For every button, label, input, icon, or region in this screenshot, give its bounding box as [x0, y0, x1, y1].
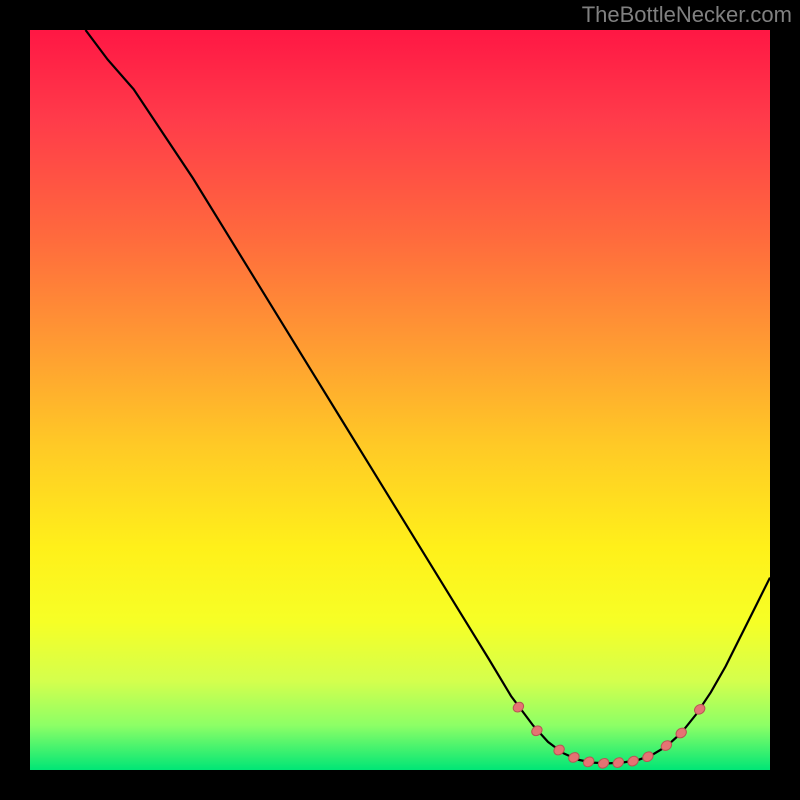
curve-marker: [626, 754, 640, 768]
curve-marker: [596, 756, 610, 770]
curve-marker: [582, 755, 596, 769]
plot-area: [30, 30, 770, 770]
curve-marker: [567, 751, 581, 765]
curve-marker: [641, 750, 655, 764]
curve-marker: [611, 756, 625, 770]
curve-marker: [693, 702, 707, 716]
curve-layer: [30, 30, 770, 770]
watermark-text: TheBottleNecker.com: [582, 2, 792, 28]
bottleneck-curve: [86, 30, 771, 763]
